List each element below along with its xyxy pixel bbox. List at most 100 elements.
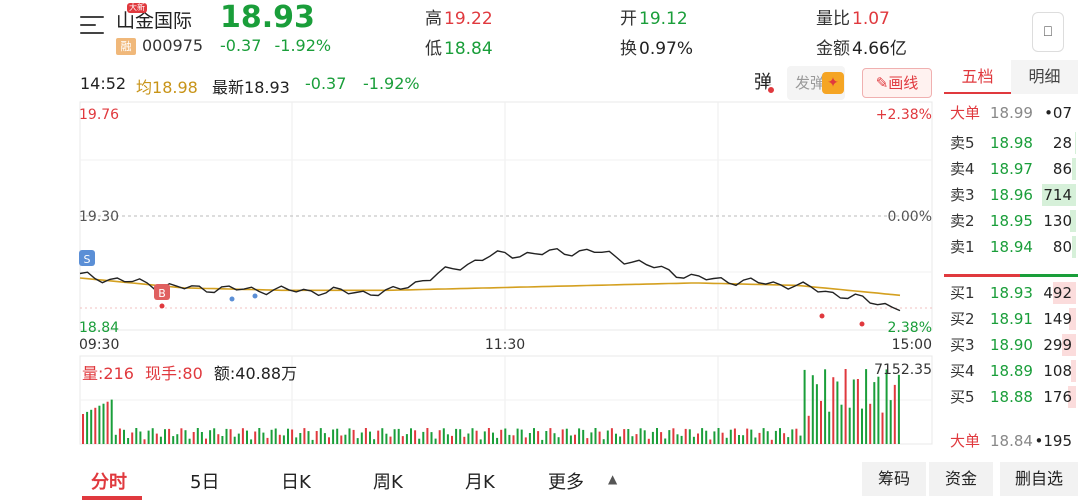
- volume-bar: [356, 438, 359, 444]
- volume-bar: [131, 432, 134, 444]
- ask-price: 18.94: [990, 238, 1033, 256]
- draw-line-button[interactable]: ✎画线: [862, 68, 932, 98]
- bid-volume: 149: [1043, 310, 1072, 328]
- tab-details[interactable]: 明细: [1011, 60, 1078, 94]
- volume-bar: [836, 381, 839, 444]
- volume-bar: [856, 379, 859, 444]
- bid-price: 18.89: [990, 362, 1033, 380]
- tab-more[interactable]: 更多: [548, 472, 584, 493]
- current-price: 18.93: [220, 0, 315, 35]
- volume-bar: [110, 399, 113, 444]
- volume-bar: [565, 428, 568, 444]
- ask-label: 卖4: [950, 160, 975, 178]
- bid-label: 买2: [950, 310, 975, 328]
- volume-bar: [602, 439, 605, 444]
- volume-bar: [143, 439, 146, 444]
- margin-tag: 融: [116, 38, 136, 55]
- volume-bar: [762, 428, 765, 444]
- open-value: 19.12: [639, 9, 688, 29]
- volume-bar: [106, 401, 109, 444]
- volume-bar: [635, 434, 638, 444]
- volume-bar: [873, 382, 876, 444]
- volume-bar: [176, 434, 179, 444]
- volume-bar: [664, 438, 667, 444]
- pencil-icon: ✎: [875, 74, 889, 92]
- danmu-status-dot: [766, 85, 776, 95]
- volume-bar: [832, 377, 835, 444]
- volume-bar: [508, 434, 511, 444]
- bid-row: 买2 18.91 149: [950, 306, 1076, 332]
- volume-bar: [414, 430, 417, 444]
- more-chevron-icon[interactable]: ▲: [608, 472, 618, 486]
- bid-volume: 492: [1043, 284, 1072, 302]
- volume-bar: [746, 428, 749, 444]
- hand-label: 现手:80: [145, 364, 203, 383]
- volume-bar: [352, 429, 355, 444]
- volume-bar: [729, 429, 732, 444]
- bid-price: 18.90: [990, 336, 1033, 354]
- chips-button[interactable]: 筹码: [862, 462, 926, 496]
- volume-bar: [430, 432, 433, 444]
- tab-intraday[interactable]: 分时: [91, 472, 127, 493]
- volume-bar: [512, 435, 515, 444]
- volume-bar: [377, 430, 380, 444]
- window-toggle-button[interactable]: ⎕: [1032, 12, 1064, 52]
- amount-stat: 金额 4.66亿: [816, 34, 907, 59]
- volume-bar: [164, 429, 166, 444]
- volume-bar: [401, 436, 404, 444]
- volume-bar: [766, 431, 769, 444]
- volume-bar: [291, 429, 294, 444]
- volume-bar: [270, 429, 273, 444]
- high-stat: 高 19.22: [425, 4, 493, 29]
- tab-daily-k[interactable]: 日K: [281, 472, 311, 493]
- volume-bar: [225, 428, 228, 444]
- volume-bar: [557, 437, 560, 444]
- volume-bar: [262, 432, 265, 444]
- remove-watchlist-button[interactable]: 删自选: [1000, 462, 1078, 496]
- intraday-chart[interactable]: 19.76 19.30 18.84 +2.38% 0.00% 2.38% 09:…: [0, 0, 940, 458]
- ask-price: 18.98: [990, 134, 1033, 152]
- volume-bar: [791, 429, 794, 444]
- volume-info: 量:216 现手:80 额:40.88万: [82, 360, 297, 384]
- volume-bar: [209, 430, 212, 444]
- volume-bar: [803, 369, 806, 444]
- volume-bar: [102, 403, 105, 444]
- bid-volume: 299: [1043, 336, 1072, 354]
- gift-icon[interactable]: ✦: [822, 72, 844, 94]
- volume-bar: [770, 439, 773, 444]
- volume-bar: [668, 430, 671, 444]
- latest-price: 最新18.93: [212, 74, 290, 98]
- volume-bar: [455, 428, 458, 444]
- volume-bar: [360, 432, 363, 444]
- volume-bar: [758, 432, 761, 444]
- bid-row: 买4 18.89 108: [950, 358, 1076, 384]
- volume-bar: [475, 430, 478, 444]
- avg-value: 18.98: [152, 78, 198, 97]
- funds-button[interactable]: 资金: [929, 462, 993, 496]
- tab-monthly-k[interactable]: 月K: [465, 472, 495, 493]
- menu-icon[interactable]: [80, 16, 104, 38]
- pct-mid-label: 0.00%: [888, 209, 932, 225]
- volume-bar: [897, 374, 900, 444]
- volume-bar: [701, 428, 704, 444]
- volume-bar: [303, 428, 306, 444]
- volume-bar: [869, 403, 872, 444]
- tab-five-levels[interactable]: 五档: [944, 60, 1011, 94]
- tab-weekly-k[interactable]: 周K: [373, 472, 403, 493]
- volume-bar: [385, 433, 388, 444]
- volume-bar: [180, 428, 183, 444]
- x-mid-label: 11:30: [485, 337, 525, 353]
- volume-bar: [483, 431, 486, 444]
- volume-bar: [471, 428, 474, 444]
- ask-volume-bar: [1072, 158, 1076, 180]
- bid-row: 买5 18.88 176: [950, 384, 1076, 410]
- volume-bar: [496, 437, 499, 444]
- volume-bar: [820, 400, 822, 444]
- ask-bid-ratio-red: [944, 274, 1020, 277]
- volume-bar: [852, 379, 855, 444]
- tab-5day[interactable]: 5日: [190, 472, 220, 493]
- ask-volume-bar: [1070, 210, 1076, 232]
- volume-bar: [639, 428, 642, 444]
- volume-bar: [86, 411, 89, 444]
- volume-bar: [241, 428, 244, 444]
